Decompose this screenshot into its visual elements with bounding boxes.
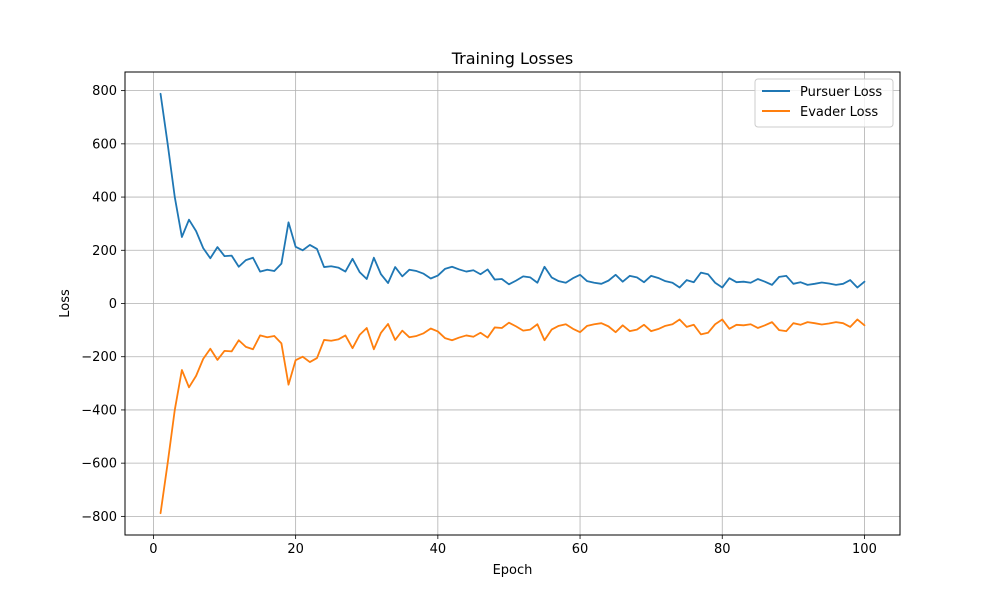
y-axis-label: Loss [58, 289, 73, 318]
x-tick-label: 40 [430, 542, 447, 557]
y-tick-label: 400 [92, 191, 117, 206]
x-tick-label: 100 [852, 542, 877, 557]
x-axis-label: Epoch [493, 563, 533, 578]
legend-label-evader: Evader Loss [800, 105, 878, 120]
y-tick-label: 800 [92, 84, 117, 99]
x-tick-label: 0 [149, 542, 157, 557]
legend-label-pursuer: Pursuer Loss [800, 85, 882, 100]
y-tick-label: −400 [81, 403, 117, 418]
x-tick-label: 80 [714, 542, 731, 557]
chart-title: Training Losses [451, 49, 574, 68]
axis-ticks: 0 20 40 60 80 100 −800 −600 −400 −200 0 200 400 600 80… [81, 84, 877, 557]
series-line-evader-loss [159, 318, 866, 515]
y-tick-label: −800 [81, 510, 117, 525]
x-tick-label: 60 [572, 542, 589, 557]
series-lines [159, 92, 866, 515]
y-tick-label: −600 [81, 457, 117, 472]
y-tick-label: 200 [92, 244, 117, 259]
y-tick-label: −200 [81, 350, 117, 365]
y-tick-label: 0 [109, 297, 117, 312]
grid-lines [125, 72, 900, 535]
legend: Pursuer Loss Evader Loss [754, 78, 894, 128]
series-line-pursuer-loss [159, 92, 866, 289]
y-tick-label: 600 [92, 137, 117, 152]
x-tick-label: 20 [287, 542, 304, 557]
